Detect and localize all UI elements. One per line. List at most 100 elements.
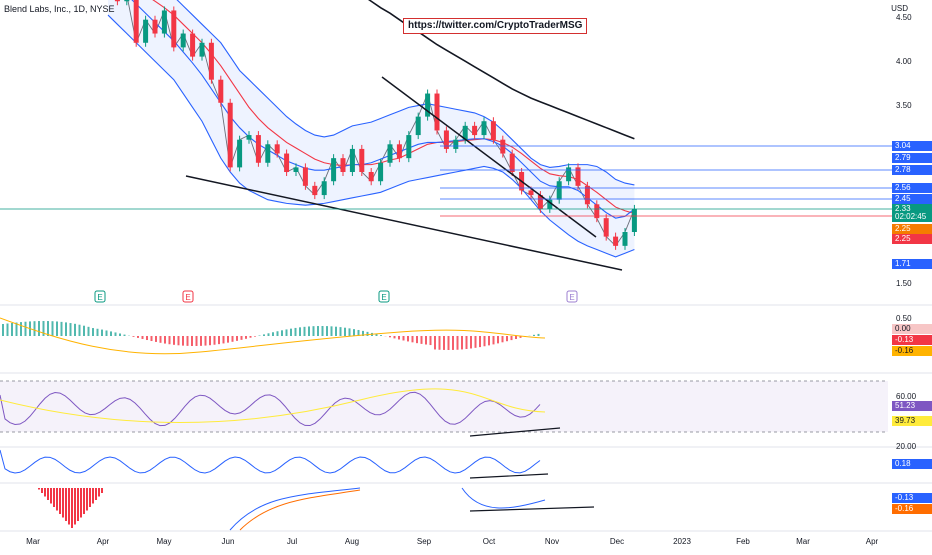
macd-hist-bar xyxy=(7,323,9,336)
macd-hist-bar xyxy=(502,336,504,342)
macd2-divergence-line xyxy=(470,507,594,511)
x-axis-label: Feb xyxy=(736,537,750,546)
macd-hist-bar xyxy=(209,336,211,345)
price-label-badge: 2.79 xyxy=(892,153,932,163)
macd-hist-bar xyxy=(421,336,423,344)
macd-hist-bar xyxy=(133,336,135,337)
candle-body xyxy=(171,10,176,47)
panel-tick-label: 0.50 xyxy=(896,314,912,323)
macd-hist-bar xyxy=(515,336,517,339)
candle-body xyxy=(416,117,421,135)
macd2-hist-bar xyxy=(65,488,67,521)
candle-body xyxy=(623,232,628,246)
macd2-hist-bar xyxy=(92,488,94,504)
macd2-hist-bar xyxy=(56,488,58,511)
macd2-hist-bar xyxy=(77,488,79,521)
macd2-macd-line xyxy=(230,488,360,530)
candle-body xyxy=(181,34,186,48)
price-label-badge: 2.78 xyxy=(892,165,932,175)
macd-hist-bar xyxy=(304,327,306,336)
macd-hist-bar xyxy=(254,336,256,337)
indicator-value-badge: -0.16 xyxy=(892,504,932,514)
macd2-hist-bar xyxy=(47,488,49,500)
macd-hist-bar xyxy=(434,336,436,349)
macd-hist-bar xyxy=(196,336,198,346)
macd-hist-bar xyxy=(430,336,432,345)
candle-body xyxy=(134,0,139,43)
macd-hist-bar xyxy=(25,322,27,336)
candle-body xyxy=(604,218,609,236)
x-axis-label: Jun xyxy=(222,537,235,546)
macd-hist-bar xyxy=(272,332,274,336)
macd2-hist-bar xyxy=(83,488,85,514)
macd-hist-bar xyxy=(241,336,243,340)
macd-hist-bar xyxy=(326,326,328,336)
macd-hist-bar xyxy=(484,336,486,346)
candle-body xyxy=(200,43,205,57)
macd-hist-bar xyxy=(335,327,337,336)
candle-body xyxy=(529,190,534,195)
price-tick-label: 1.50 xyxy=(896,279,912,288)
chart-title: Blend Labs, Inc., 1D, NYSE xyxy=(4,4,115,14)
macd-hist-bar xyxy=(115,332,117,336)
macd-hist-bar xyxy=(277,331,279,336)
macd2-recent-line xyxy=(462,488,545,508)
macd-hist-bar xyxy=(367,332,369,336)
candle-body xyxy=(228,103,233,168)
macd2-hist-bar xyxy=(98,488,100,497)
candle-body xyxy=(482,121,487,135)
candle-body xyxy=(256,135,261,163)
price-tick-label: 4.00 xyxy=(896,57,912,66)
macd-hist-bar xyxy=(227,336,229,343)
indicator-value-badge: -0.16 xyxy=(892,346,932,356)
macd-hist-bar xyxy=(169,336,171,344)
x-axis-label: Apr xyxy=(866,537,879,546)
candle-body xyxy=(284,154,289,172)
macd2-hist-bar xyxy=(101,488,103,493)
macd2-hist-bar xyxy=(50,488,52,504)
price-label-badge: 2.45 xyxy=(892,194,932,204)
macd-hist-bar xyxy=(155,336,157,342)
macd-hist-bar xyxy=(106,330,108,336)
macd2-hist-bar xyxy=(68,488,70,525)
macd-hist-bar xyxy=(83,326,85,336)
candle-body xyxy=(378,163,383,181)
macd-hist-bar xyxy=(475,336,477,348)
macd-hist-bar xyxy=(443,336,445,350)
candle-body xyxy=(190,34,195,57)
x-axis-label: Aug xyxy=(345,537,359,546)
macd-hist-bar xyxy=(70,323,72,336)
macd-hist-bar xyxy=(259,335,261,336)
macd-hist-bar xyxy=(2,324,4,336)
macd-hist-bar xyxy=(151,336,153,341)
candle-body xyxy=(209,43,214,80)
candle-body xyxy=(435,94,440,131)
macd-hist-bar xyxy=(146,336,148,340)
indicator-value-badge: 51.23 xyxy=(892,401,932,411)
candle-body xyxy=(341,158,346,172)
x-axis-label: Apr xyxy=(97,537,110,546)
watermark-link[interactable]: https://twitter.com/CryptoTraderMSG xyxy=(403,18,587,34)
macd-hist-bar xyxy=(97,329,99,336)
macd-hist-bar xyxy=(137,336,139,338)
earnings-marker-label: E xyxy=(97,293,102,302)
macd-hist-bar xyxy=(313,326,315,336)
macd-hist-bar xyxy=(218,336,220,344)
candle-body xyxy=(153,20,158,34)
oscillator-line xyxy=(0,450,540,473)
candle-body xyxy=(143,20,148,43)
candle-body xyxy=(162,10,167,33)
candle-body xyxy=(585,186,590,204)
macd-hist-bar xyxy=(160,336,162,343)
macd-hist-bar xyxy=(52,321,54,336)
candle-body xyxy=(453,140,458,149)
candle-body xyxy=(331,158,336,181)
candle-body xyxy=(312,186,317,195)
macd2-hist-bar xyxy=(95,488,97,500)
macd-hist-bar xyxy=(20,322,22,336)
candle-body xyxy=(500,140,505,154)
macd2-signal-line xyxy=(240,490,360,530)
candle-body xyxy=(472,126,477,135)
macd-hist-bar xyxy=(344,328,346,336)
